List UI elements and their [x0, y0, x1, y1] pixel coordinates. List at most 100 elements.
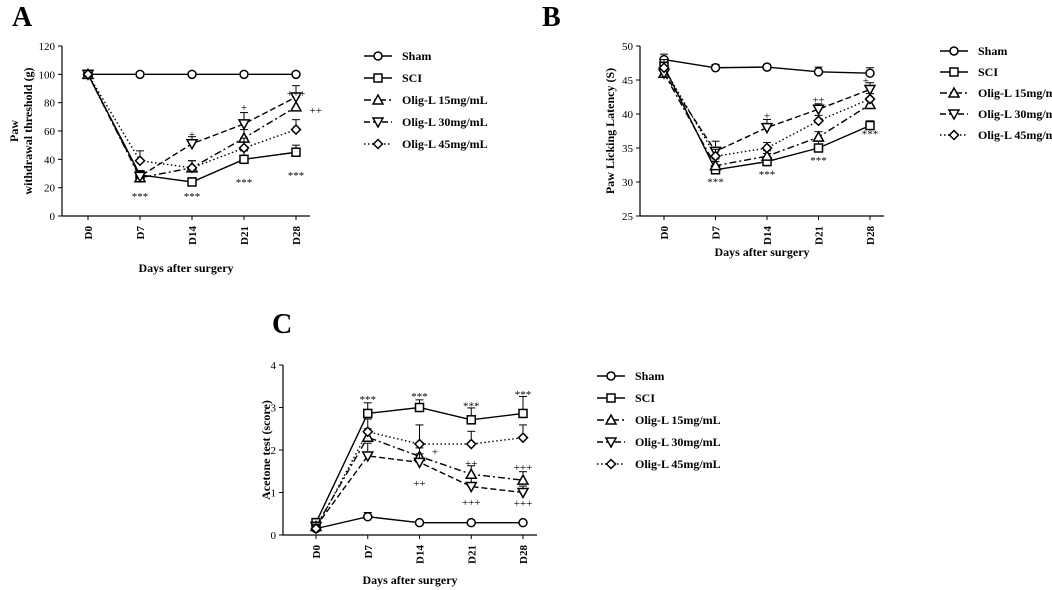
data-point	[516, 487, 530, 500]
data-point	[464, 481, 478, 494]
x-tick-label: D7	[135, 226, 147, 240]
significance-annotation: ***	[463, 400, 480, 412]
data-point	[464, 467, 478, 479]
legend-marker	[371, 117, 385, 129]
data-point	[864, 93, 876, 105]
data-point	[413, 438, 426, 450]
x-tick-label: D0	[659, 226, 671, 240]
y-tick-label: 80	[44, 98, 56, 110]
data-point	[135, 69, 145, 80]
series-line	[663, 67, 871, 157]
data-point	[518, 408, 528, 419]
series-line	[315, 436, 524, 527]
legend-marker	[949, 46, 959, 56]
significance-annotation: ***	[707, 176, 724, 188]
y-tick-label: 0	[271, 530, 277, 542]
data-point	[290, 124, 302, 136]
legend-marker	[373, 73, 383, 83]
data-point	[709, 150, 722, 162]
y-tick-label: 4	[271, 360, 277, 372]
legend-marker	[605, 458, 617, 470]
data-point	[291, 147, 301, 157]
significance-annotation: +	[189, 129, 195, 141]
x-axis-label: Days after surgery	[138, 261, 233, 275]
data-point	[658, 62, 670, 74]
y-axis-label: Paw Licking Latency (S)	[603, 68, 617, 194]
data-point	[239, 154, 249, 165]
y-axis-label: Acetone test (score)	[259, 400, 273, 500]
legend-marker	[947, 109, 961, 121]
y-tick-label: 40	[622, 109, 634, 121]
significance-annotation: ***	[862, 129, 879, 141]
panel-letter: A	[12, 2, 33, 33]
legend-marker	[373, 51, 383, 61]
x-tick-label: D7	[363, 545, 375, 559]
x-tick-label: D0	[311, 545, 323, 559]
data-point	[185, 139, 199, 151]
legend-marker	[604, 413, 618, 425]
legend-label: Sham	[635, 369, 664, 383]
y-tick-label: 25	[622, 211, 634, 223]
data-point	[413, 457, 426, 469]
data-point	[239, 69, 249, 80]
legend-label: Olig-L 30mg/mL	[978, 107, 1052, 121]
data-point	[291, 69, 301, 80]
data-point	[812, 130, 825, 142]
data-point	[187, 177, 197, 187]
legend-label: Olig-L 45mg/mL	[402, 137, 488, 151]
x-tick-label: D28	[518, 545, 530, 564]
legend-label: SCI	[978, 65, 998, 79]
series-sham	[83, 69, 301, 80]
significance-annotation: ***	[236, 177, 253, 189]
x-tick-label: D0	[83, 226, 95, 240]
x-tick-label: D28	[291, 226, 303, 245]
series-line	[663, 72, 871, 167]
significance-annotation: +++	[514, 498, 533, 510]
y-tick-label: 3	[271, 403, 277, 415]
legend-label: SCI	[635, 391, 655, 405]
data-point	[813, 143, 824, 153]
data-point	[812, 115, 825, 127]
y-tick-label: 45	[622, 75, 634, 87]
significance-annotation: +++	[462, 497, 481, 509]
panel-letter: C	[272, 309, 292, 340]
series-line	[315, 430, 524, 529]
legend-label: Olig-L 15mg/mL	[978, 86, 1052, 100]
legend-label: Olig-L 45mg/mL	[635, 457, 721, 471]
chart-panel-a: A 0 20 40 60 80 100 120 D0 D7 D14 D21 D28 Days after …	[7, 2, 488, 275]
data-point	[760, 149, 774, 161]
data-point	[761, 142, 773, 154]
y-tick-label: 60	[44, 126, 56, 138]
data-point	[516, 473, 530, 485]
data-point	[709, 159, 722, 171]
legend-marker	[604, 437, 618, 449]
y-tick-label: 120	[39, 41, 56, 53]
data-point	[465, 438, 477, 450]
data-point	[187, 69, 197, 80]
significance-annotation: ***	[132, 191, 149, 203]
y-tick-label: 1	[271, 488, 277, 500]
x-tick-label: D21	[466, 545, 478, 564]
y-tick-label: 30	[622, 177, 634, 189]
significance-annotation: ***	[411, 391, 428, 403]
data-point	[237, 119, 251, 131]
data-point	[710, 63, 721, 73]
legend-label: Sham	[978, 44, 1007, 58]
y-tick-label: 50	[622, 41, 634, 53]
series-sham	[659, 53, 875, 78]
data-point	[289, 100, 303, 112]
x-tick-label: D7	[711, 226, 723, 240]
y-tick-label: 40	[44, 154, 56, 166]
legend-marker	[371, 93, 385, 105]
series-sham	[311, 511, 528, 534]
legend-label: Sham	[402, 49, 431, 63]
legend-label: Olig-L 15mg/mL	[402, 93, 488, 107]
data-point	[363, 408, 373, 419]
significance-annotation: ***	[184, 191, 201, 203]
data-point	[865, 120, 875, 131]
data-point	[865, 68, 875, 78]
data-point	[863, 84, 877, 97]
significance-annotation: ++	[812, 95, 824, 107]
significance-annotation: ***	[810, 155, 827, 167]
